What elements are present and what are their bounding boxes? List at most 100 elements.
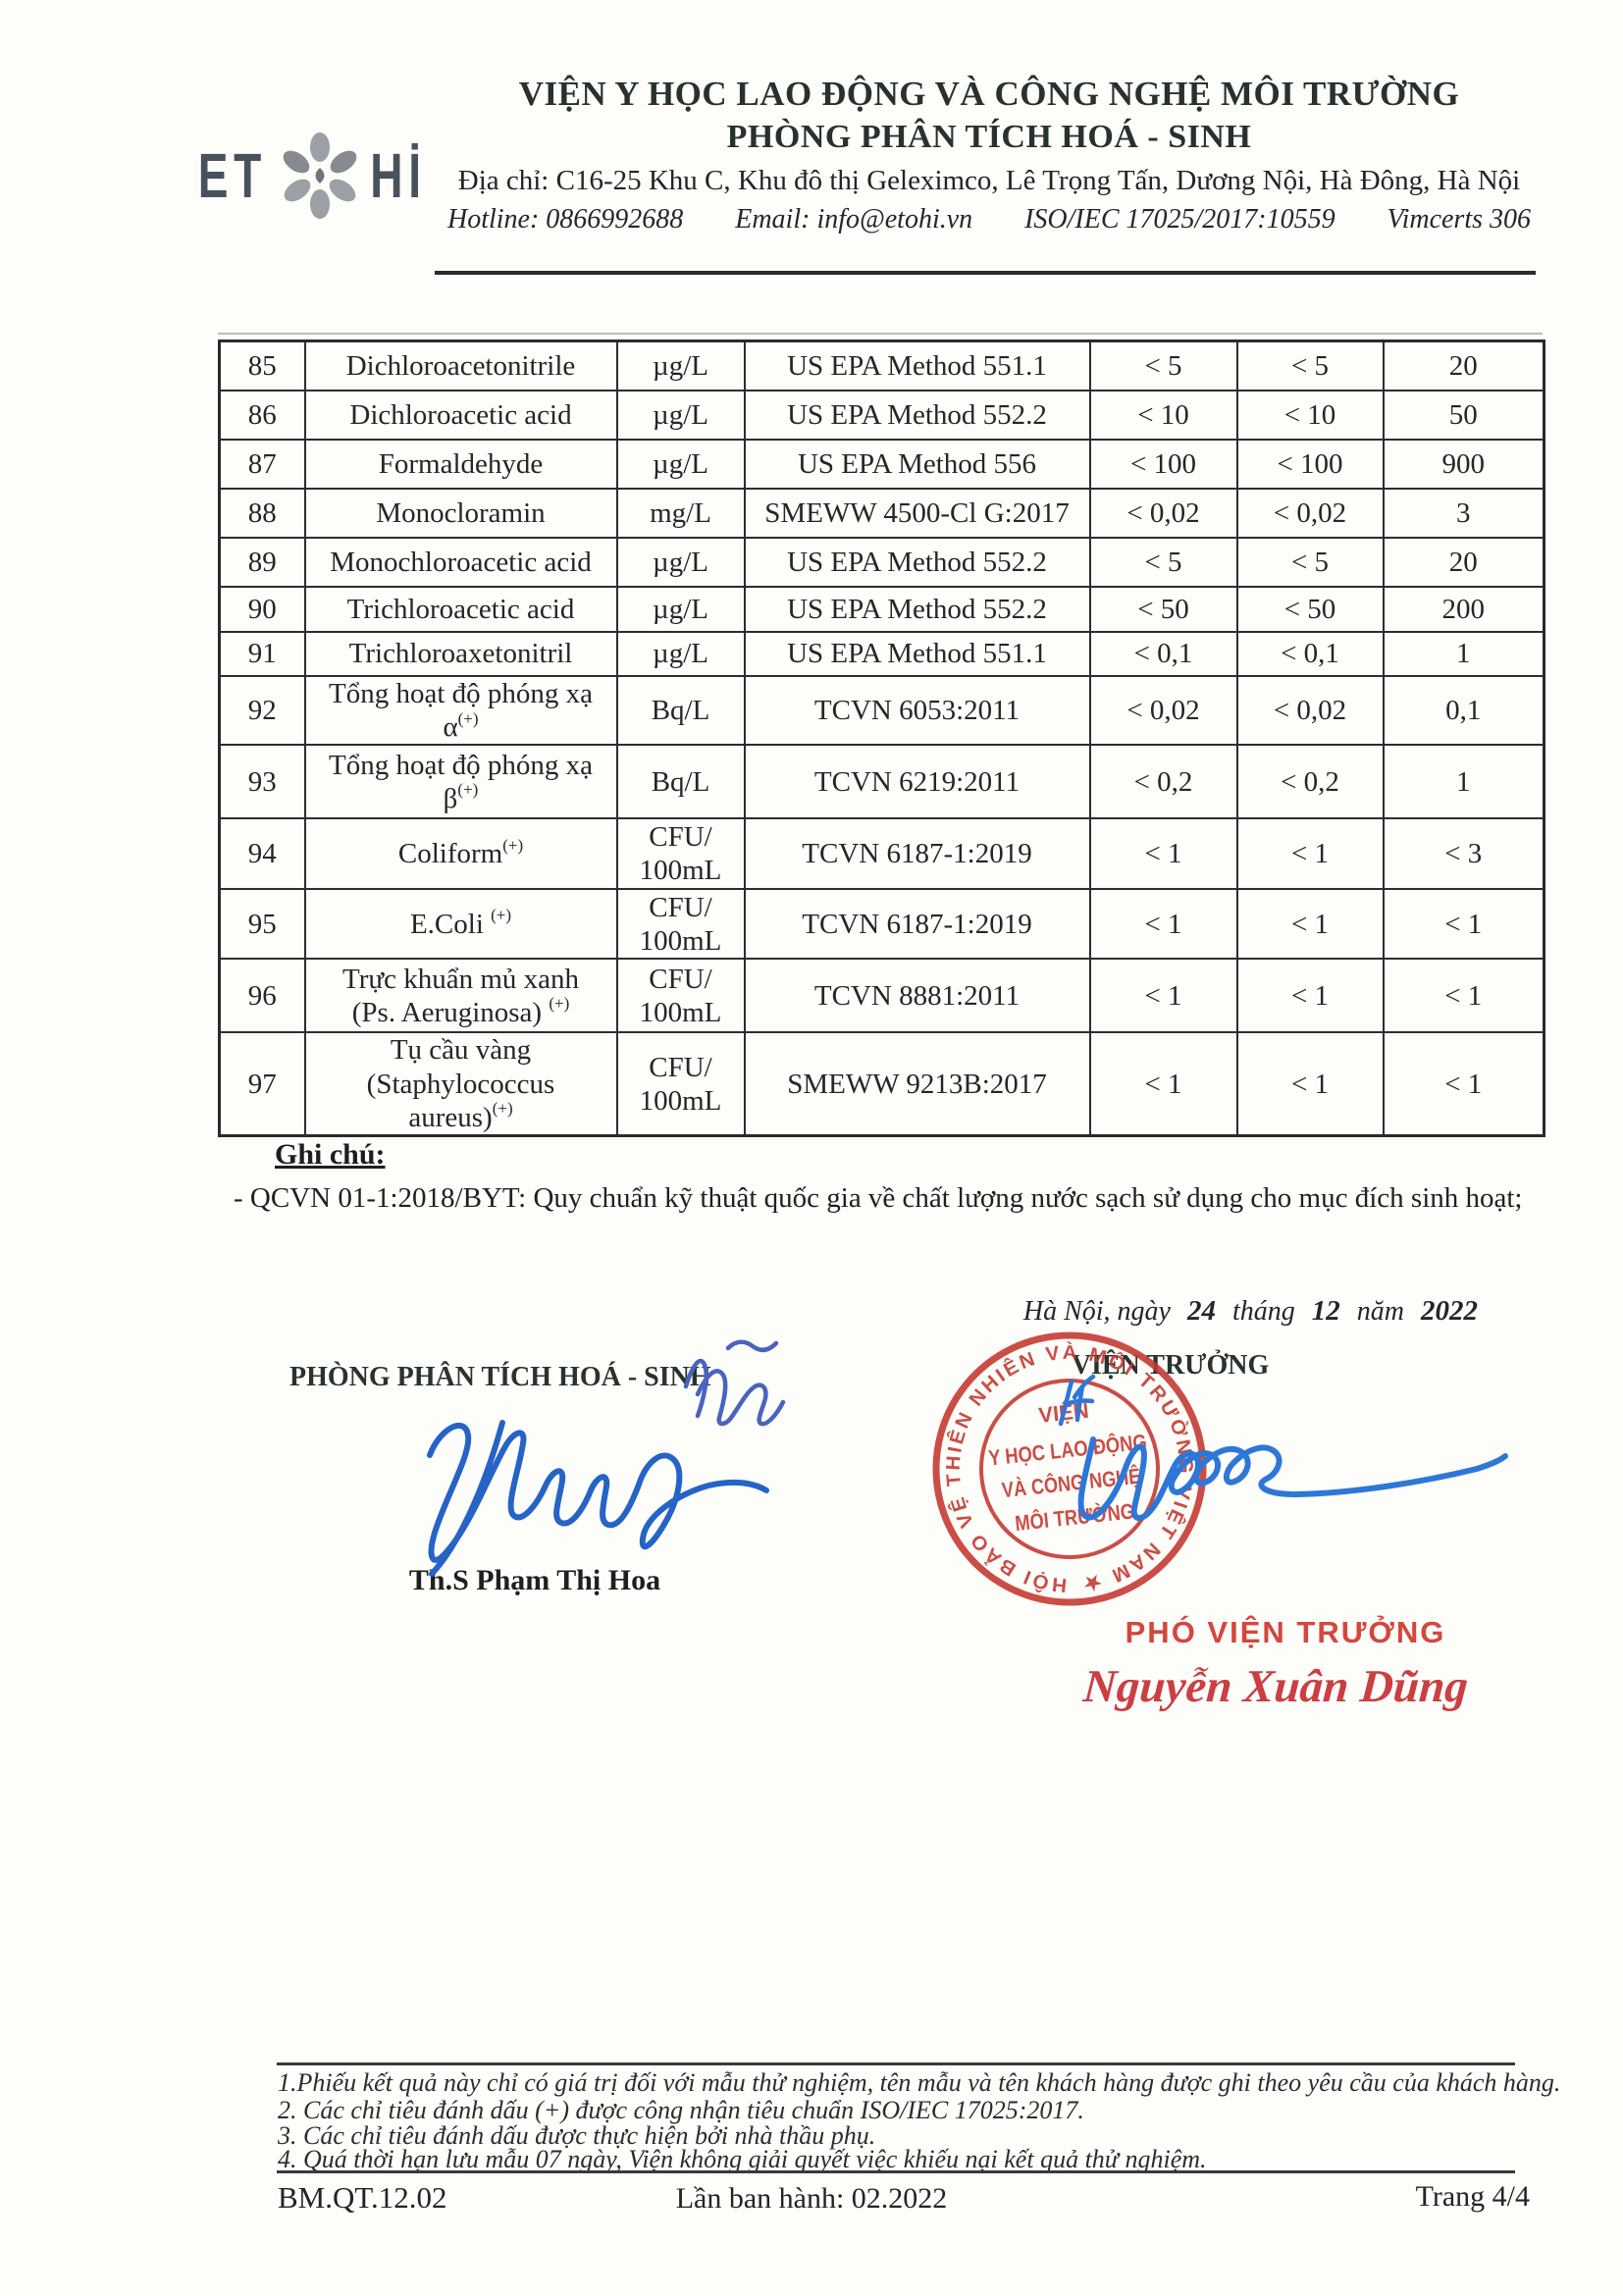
- cell-unit: µg/L: [615, 537, 746, 588]
- cell-limit: 50: [1382, 390, 1545, 441]
- cell-method: US EPA Method 552.2: [743, 390, 1091, 441]
- left-signature: [427, 1422, 769, 1563]
- letterhead: VIỆN Y HỌC LAO ĐỘNG VÀ CÔNG NGHỆ MÔI TRƯ…: [442, 75, 1537, 235]
- cell-no: 91: [218, 631, 306, 677]
- cell-parameter: Monocloramin: [303, 488, 618, 539]
- cell-limit: < 1: [1382, 888, 1545, 961]
- cell-result-2: < 10: [1235, 390, 1385, 441]
- cell-parameter: Trichloroacetic acid: [303, 586, 618, 633]
- cell-limit: 1: [1382, 744, 1545, 820]
- table-row: 89 Monochloroacetic acid µg/L US EPA Method…: [218, 537, 1545, 588]
- cell-limit: 900: [1382, 439, 1545, 490]
- table-row: 86 Dichloroacetic acid µg/L US EPA Method 5…: [218, 390, 1545, 441]
- cell-unit: CFU/100mL: [615, 1031, 746, 1137]
- deputy-director-title: PHÓ VIỆN TRƯỞNG: [1125, 1615, 1446, 1649]
- cell-result-2: < 1: [1235, 888, 1385, 961]
- cell-result-2: < 0,1: [1235, 631, 1385, 677]
- cell-result-2: < 1: [1235, 1031, 1385, 1137]
- cell-result-1: < 5: [1088, 339, 1238, 391]
- footer-note-1: 1.Phiếu kết quả này chỉ có giá trị đối v…: [278, 2068, 1561, 2097]
- cell-unit: µg/L: [615, 439, 746, 490]
- cell-parameter: Formaldehyde: [303, 439, 618, 490]
- cell-result-2: < 0,2: [1235, 744, 1385, 820]
- cell-limit: < 1: [1382, 958, 1545, 1034]
- cell-no: 89: [218, 537, 306, 588]
- footer-note-2: 2. Các chỉ tiêu đánh dấu (+) được công n…: [278, 2096, 1084, 2124]
- table-continuation-line: [218, 333, 1543, 335]
- vimcerts: Vimcerts 306: [1387, 204, 1531, 235]
- cell-no: 90: [218, 586, 306, 633]
- cell-result-1: < 5: [1088, 537, 1238, 588]
- cell-method: US EPA Method 552.2: [743, 537, 1091, 588]
- cell-result-1: < 1: [1088, 1031, 1238, 1137]
- footer-divider-bottom: [277, 2170, 1515, 2173]
- hotline: Hotline: 0866992688: [447, 204, 684, 235]
- footer-note-3: 3. Các chỉ tiêu đánh dấu được thực hiện …: [278, 2121, 876, 2150]
- cell-result-1: < 50: [1088, 586, 1238, 633]
- cell-method: TCVN 6187-1:2019: [743, 817, 1091, 891]
- cell-parameter: Dichloroacetic acid: [303, 390, 618, 441]
- cell-no: 92: [218, 674, 306, 747]
- cell-result-2: < 100: [1235, 439, 1385, 490]
- cell-result-1: < 0,1: [1088, 631, 1238, 677]
- results-table: 85 Dichloroacetonitrile µg/L US EPA Method …: [218, 339, 1545, 1138]
- cell-no: 87: [218, 439, 306, 490]
- cell-method: TCVN 6187-1:2019: [743, 888, 1091, 961]
- dept-name: PHÒNG PHÂN TÍCH HOÁ - SINH: [726, 119, 1252, 155]
- cell-result-1: < 10: [1088, 390, 1238, 441]
- note-qcvn: - QCVN 01-1:2018/BYT: Quy chuẩn kỹ thuật…: [234, 1182, 1523, 1214]
- cell-no: 96: [218, 958, 306, 1034]
- email: Email: info@etohi.vn: [735, 204, 973, 235]
- left-signer-title: PHÒNG PHÂN TÍCH HOÁ - SINH: [289, 1362, 711, 1392]
- stamp-ring-text: HỘI BẢO VỆ THIÊN NHIÊN VÀ MÔI TRƯỜNG VIỆ…: [929, 1329, 1209, 1608]
- cell-method: US EPA Method 552.2: [743, 586, 1091, 633]
- cell-unit: mg/L: [615, 488, 746, 539]
- date-prefix: Hà Nội, ngày: [1022, 1296, 1171, 1327]
- stamp-line3: VÀ CÔNG NGHỆ: [1001, 1464, 1142, 1503]
- cell-method: TCVN 6053:2011: [743, 674, 1091, 747]
- cell-result-1: < 0,02: [1088, 488, 1238, 539]
- logo-text-left: ET: [197, 140, 268, 211]
- stamp-line1: VIỆN: [1037, 1398, 1090, 1428]
- cell-no: 93: [218, 744, 306, 820]
- date-year-label: năm: [1356, 1296, 1404, 1327]
- logo-text-right: Hİ: [369, 140, 427, 211]
- cell-parameter: Tổng hoạt độ phóng xạ β(+): [303, 744, 618, 820]
- cell-unit: µg/L: [615, 390, 746, 441]
- cell-unit: Bq/L: [615, 744, 746, 820]
- table-row: 95 E.Coli (+) CFU/100mL TCVN 6187-1:2019 < 1…: [218, 888, 1545, 961]
- cell-no: 94: [218, 817, 306, 891]
- cell-parameter: Dichloroacetonitrile: [303, 339, 618, 391]
- cell-result-2: < 50: [1235, 586, 1385, 633]
- date-year: 2022: [1421, 1295, 1478, 1327]
- cell-limit: 200: [1382, 586, 1545, 633]
- cell-unit: CFU/100mL: [615, 817, 746, 891]
- cell-method: TCVN 6219:2011: [743, 744, 1091, 820]
- etohi-logo: ET Hİ: [184, 132, 438, 219]
- cell-result-2: < 5: [1235, 339, 1385, 391]
- table-row: 91 Trichloroaxetonitril µg/L US EPA Method …: [218, 631, 1545, 677]
- date-month: 12: [1311, 1295, 1340, 1327]
- header-divider: [435, 271, 1536, 275]
- cell-unit: µg/L: [615, 339, 746, 391]
- cell-result-1: < 100: [1088, 439, 1238, 490]
- cell-method: US EPA Method 551.1: [743, 339, 1091, 391]
- org-name: VIỆN Y HỌC LAO ĐỘNG VÀ CÔNG NGHỆ MÔI TRƯ…: [518, 75, 1460, 113]
- cell-no: 88: [218, 488, 306, 539]
- cell-limit: < 3: [1382, 817, 1545, 891]
- table-row: 97 Tụ cầu vàng (Staphylococcus aureus)(+) CF…: [218, 1031, 1545, 1137]
- cell-no: 85: [218, 339, 306, 391]
- cell-result-1: < 1: [1088, 958, 1238, 1034]
- form-code: BM.QT.12.02: [278, 2180, 447, 2215]
- table-row: 87 Formaldehyde µg/L US EPA Method 556 < 100…: [218, 439, 1545, 490]
- footer-note-4: 4. Quá thời hạn lưu mẫu 07 ngày, Viện kh…: [278, 2145, 1207, 2173]
- cell-limit: < 1: [1382, 1031, 1545, 1137]
- cell-no: 95: [218, 888, 306, 961]
- table-row: 92 Tổng hoạt độ phóng xạ α(+) Bq/L TCVN 6053…: [218, 674, 1545, 747]
- cell-unit: CFU/100mL: [615, 888, 746, 961]
- cell-limit: 20: [1382, 537, 1545, 588]
- deputy-director-name: Nguyễn Xuân Dũng: [1081, 1661, 1470, 1712]
- contact-row: Hotline: 0866992688 Email: info@etohi.vn…: [442, 204, 1537, 235]
- cell-result-2: < 0,02: [1235, 488, 1385, 539]
